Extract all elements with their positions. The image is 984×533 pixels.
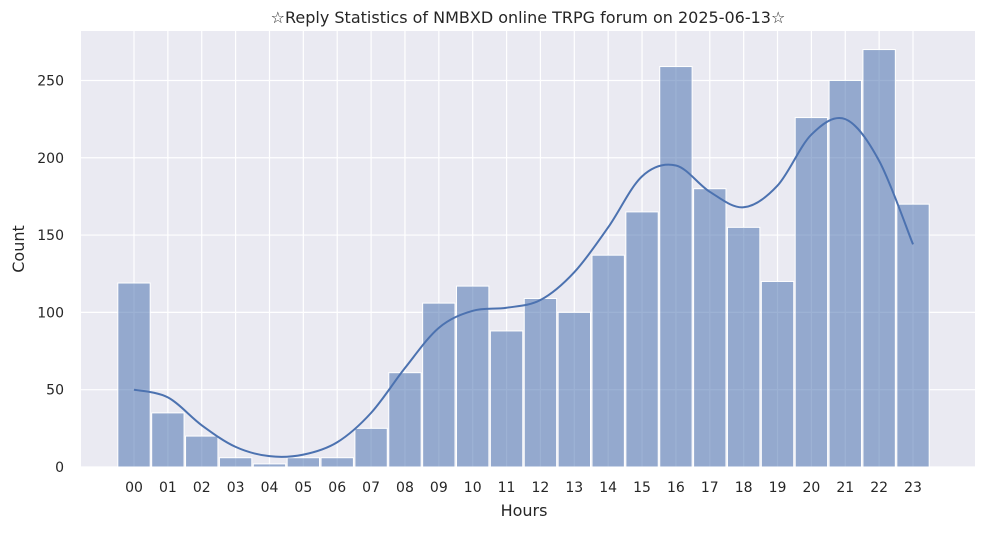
- bar-13: [557, 311, 591, 468]
- x-tick-label: 23: [904, 480, 922, 496]
- bar-10: [456, 285, 490, 468]
- bar-05: [286, 457, 321, 468]
- bar-20: [794, 117, 829, 468]
- y-tick-label: 150: [37, 228, 64, 244]
- x-tick-label: 10: [464, 480, 482, 496]
- x-tick-labels: 00 01 02 03 04 05 06 07 08 09 10 11 12 13 14 15 16 17 18 19…: [125, 480, 922, 496]
- y-tick-label: 50: [46, 383, 64, 399]
- y-tick-label: 200: [37, 151, 64, 167]
- kde-line: [133, 117, 914, 458]
- y-tick-label: 250: [37, 73, 64, 89]
- bar-12: [523, 297, 558, 468]
- x-tick-label: 16: [667, 480, 685, 496]
- bar-01: [151, 412, 185, 468]
- x-tick-label: 19: [769, 480, 787, 496]
- bar-15: [625, 211, 659, 468]
- bar-22: [862, 49, 896, 468]
- x-tick-label: 14: [599, 480, 617, 496]
- bar-21: [828, 79, 862, 468]
- x-tick-label: 06: [328, 480, 346, 496]
- x-tick-label: 05: [294, 480, 312, 496]
- bar-08: [388, 372, 422, 468]
- bar-02: [185, 435, 219, 468]
- bar-06: [320, 457, 354, 468]
- bars-group: [117, 49, 930, 468]
- x-tick-label: 13: [565, 480, 583, 496]
- x-tick-label: 12: [532, 480, 550, 496]
- chart-title: ☆Reply Statistics of NMBXD online TRPG f…: [271, 8, 786, 27]
- x-tick-label: 07: [362, 480, 380, 496]
- y-axis-label: Count: [9, 225, 28, 273]
- bar-03: [218, 457, 253, 468]
- x-tick-label: 01: [159, 480, 177, 496]
- x-tick-label: 18: [735, 480, 753, 496]
- x-tick-label: 04: [261, 480, 279, 496]
- x-tick-label: 08: [396, 480, 414, 496]
- x-tick-label: 17: [701, 480, 719, 496]
- x-tick-label: 02: [193, 480, 211, 496]
- bar-07: [354, 427, 388, 468]
- bar-04: [252, 463, 287, 468]
- bar-14: [591, 254, 625, 468]
- bar-17: [693, 188, 727, 468]
- x-tick-label: 03: [227, 480, 245, 496]
- kde-group: [133, 117, 914, 458]
- bar-11: [489, 330, 524, 468]
- bar-18: [726, 226, 761, 468]
- bar-00: [117, 282, 151, 468]
- x-tick-label: 21: [836, 480, 854, 496]
- x-tick-label: 00: [125, 480, 143, 496]
- y-tick-labels: 0 50 100 150 200 250: [37, 73, 64, 476]
- bar-09: [422, 302, 456, 468]
- x-tick-label: 20: [802, 480, 820, 496]
- bar-19: [760, 280, 795, 468]
- y-tick-label: 100: [37, 305, 64, 321]
- x-tick-label: 11: [498, 480, 516, 496]
- x-tick-label: 09: [430, 480, 448, 496]
- x-tick-label: 22: [870, 480, 888, 496]
- bar-23: [896, 203, 930, 468]
- y-tick-label: 0: [55, 460, 64, 476]
- x-axis-label: Hours: [501, 501, 548, 520]
- x-tick-label: 15: [633, 480, 651, 496]
- bar-16: [659, 66, 693, 468]
